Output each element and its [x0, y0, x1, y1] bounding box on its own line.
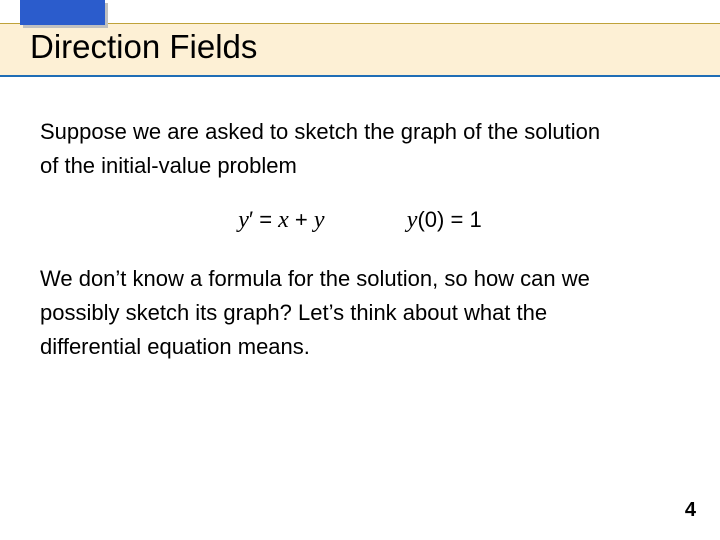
var-y: y: [238, 207, 249, 233]
paragraph-1: Suppose we are asked to sketch the graph…: [40, 115, 680, 183]
paragraph-1-line-1: Suppose we are asked to sketch the graph…: [40, 119, 600, 144]
equation-ode: y′ = x + y: [238, 207, 324, 232]
var-y2: y: [314, 207, 325, 233]
paragraph-2-line-2: possibly sketch its graph? Let’s think a…: [40, 300, 547, 325]
equation-row: y′ = x + y y(0) = 1: [40, 207, 680, 234]
equation-ic: y(0) = 1: [407, 207, 482, 232]
paragraph-2-line-1: We don’t know a formula for the solution…: [40, 266, 590, 291]
var-x: x: [278, 207, 289, 233]
paragraph-1-line-2: of the initial-value problem: [40, 153, 297, 178]
slide: Direction Fields Suppose we are asked to…: [0, 0, 720, 540]
paragraph-2: We don’t know a formula for the solution…: [40, 262, 680, 364]
page-number: 4: [685, 499, 696, 522]
ic-paren-open: (: [417, 207, 424, 232]
ic-var-y: y: [407, 207, 418, 233]
plus: +: [289, 207, 314, 232]
equals-1: =: [253, 207, 278, 232]
ic-one: 1: [469, 207, 481, 232]
corner-accent-box: [20, 0, 105, 25]
slide-body: Suppose we are asked to sketch the graph…: [40, 115, 680, 364]
title-underline: [0, 75, 720, 77]
paragraph-2-line-3: differential equation means.: [40, 334, 310, 359]
ic-zero: 0: [425, 207, 437, 232]
slide-title: Direction Fields: [30, 28, 257, 66]
equals-2: =: [444, 207, 469, 232]
